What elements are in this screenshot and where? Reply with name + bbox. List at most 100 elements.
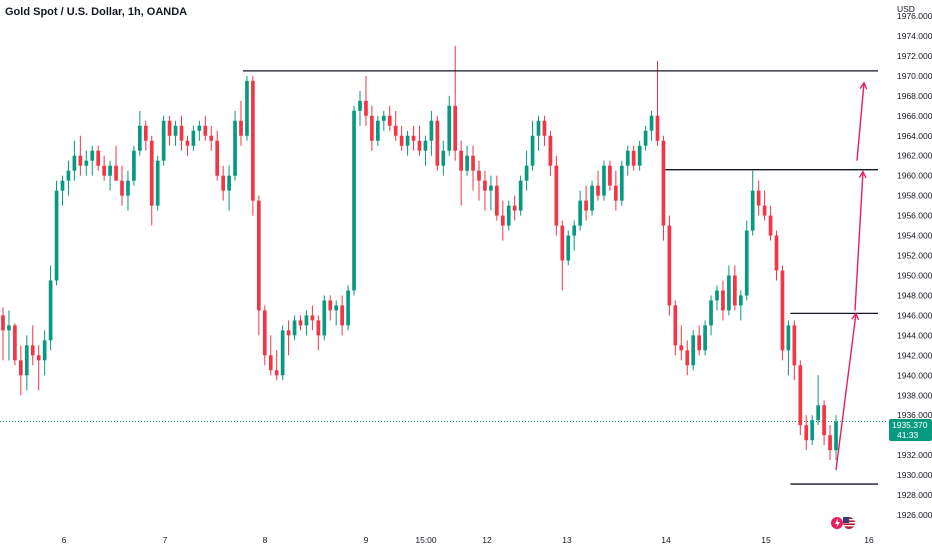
projection-arrow[interactable] (854, 170, 867, 311)
candle-body (447, 105, 452, 151)
candle-body (512, 205, 517, 211)
candle-body (316, 320, 321, 336)
y-tick-label: 1950.000 (897, 270, 932, 280)
candle-body (679, 345, 684, 351)
candle-body (1, 315, 5, 331)
annotations (242, 70, 878, 485)
candle-body (251, 80, 255, 201)
candle-body (114, 165, 118, 181)
candle-body (191, 130, 196, 146)
candle-body (715, 290, 719, 301)
candle-body (774, 235, 779, 271)
candle (756, 180, 761, 216)
y-tick-label: 1946.000 (897, 310, 932, 320)
candle (298, 315, 303, 331)
candle-body (780, 270, 785, 351)
candle (54, 180, 59, 286)
candle (268, 335, 273, 376)
candle (334, 300, 339, 326)
candle (399, 125, 404, 151)
candle (36, 345, 41, 391)
candle-body (209, 135, 214, 141)
candle-body (132, 150, 136, 181)
candle (179, 115, 184, 151)
candle (393, 110, 398, 141)
candle (239, 100, 243, 146)
candle-body (792, 325, 797, 366)
candle (596, 170, 600, 201)
candle (167, 115, 172, 146)
candle-body (619, 165, 624, 201)
candle (84, 150, 89, 176)
candle (381, 110, 386, 131)
candle-body (834, 421, 838, 451)
y-tick-label: 1944.000 (897, 330, 932, 340)
candle-body (750, 190, 755, 231)
candle (661, 135, 666, 241)
y-tick-label: 1932.000 (897, 450, 932, 460)
y-tick-label: 1930.000 (897, 470, 932, 480)
candle-body (810, 420, 815, 441)
y-tick-label: 1962.000 (897, 151, 932, 161)
candle (679, 325, 684, 361)
y-tick-label: 1940.000 (897, 370, 932, 380)
candle-body (143, 125, 148, 141)
candle (631, 145, 636, 171)
candle-body (155, 160, 160, 206)
y-tick-label: 1948.000 (897, 290, 932, 300)
candle-body (816, 405, 820, 421)
candle-body (614, 185, 618, 201)
candle (536, 115, 541, 151)
y-tick-label: 1970.000 (897, 71, 932, 81)
candle-body (762, 205, 767, 216)
candle-body (399, 135, 404, 146)
candle (322, 295, 327, 341)
y-tick-label: 1968.000 (897, 91, 932, 101)
candle-body (411, 135, 416, 141)
candle-body (54, 190, 59, 281)
candle (548, 130, 553, 176)
candle-body (268, 355, 273, 371)
candle-body (518, 180, 523, 211)
candle (709, 295, 713, 336)
x-tick-label: 7 (163, 535, 168, 545)
candle-body (536, 120, 541, 136)
candle (738, 290, 743, 321)
candle (346, 285, 350, 331)
candle (13, 323, 17, 366)
candle-body (703, 325, 707, 351)
candle (328, 295, 333, 321)
candle (602, 160, 606, 201)
candle (744, 220, 749, 301)
candle-body (96, 150, 101, 166)
candle-body (471, 155, 475, 171)
candle (132, 145, 136, 186)
candle-body (465, 155, 469, 171)
projection-arrow[interactable] (856, 81, 868, 161)
candle-body (649, 115, 654, 131)
x-tick-label: 15 (761, 535, 771, 545)
x-tick-label: 14 (661, 535, 671, 545)
currency-label: USD (897, 4, 915, 14)
candle-body (524, 165, 529, 181)
candle-body (643, 130, 648, 146)
candle (340, 295, 344, 336)
y-tick-label: 1976.000 (897, 11, 932, 21)
projection-arrow[interactable] (835, 311, 860, 471)
candle-body (298, 320, 303, 326)
candle (483, 170, 487, 211)
candle-body (495, 185, 499, 216)
candle-body (340, 305, 344, 326)
tradingview-flag-icons[interactable] (831, 516, 859, 530)
candle-body (500, 215, 505, 226)
candle-body (60, 180, 65, 191)
candle-body (381, 115, 386, 121)
x-tick-label: 15:00 (415, 535, 437, 545)
candle-body (78, 155, 83, 166)
candle (280, 325, 285, 381)
candle-body (709, 300, 713, 326)
candle-body (48, 280, 53, 341)
candle-body (126, 180, 130, 196)
candle (233, 110, 237, 181)
